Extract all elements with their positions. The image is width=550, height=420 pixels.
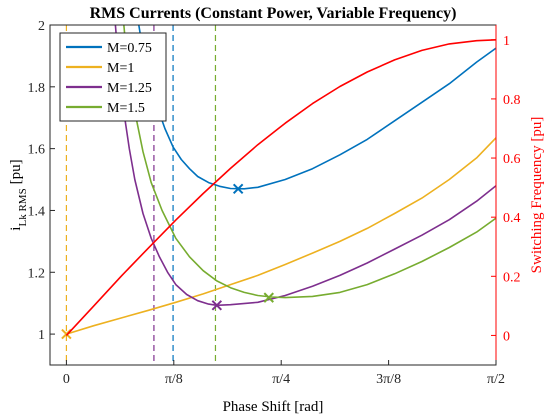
- min-marker-3: [263, 292, 274, 303]
- x-tick-label-2: π/4: [272, 372, 290, 387]
- left-y-label-sub: Lk RMS: [17, 188, 29, 226]
- x-tick-label-0: 0: [63, 372, 70, 387]
- legend-label-0: M=0.75: [107, 41, 152, 56]
- right-y-axis-label: Switching Frequency [pu]: [529, 117, 545, 274]
- series-line-M1_25: [114, 25, 496, 307]
- min-marker-stroke-b: [263, 292, 274, 303]
- legend: M=0.75 M=1 M=1.25 M=1.5: [59, 32, 167, 122]
- right-y-axis: 0 0.2 0.4 0.6 0.8 1: [491, 34, 521, 344]
- left-y-tick-label-1: 1.2: [28, 266, 46, 281]
- series-line-M1_5: [123, 25, 496, 299]
- left-y-tick-label-0: 1: [38, 328, 45, 343]
- series-line-M1: [66, 137, 496, 335]
- right-y-tick-label-0: 0: [503, 329, 510, 344]
- x-tick-label-3: 3π/8: [376, 372, 401, 387]
- plot-area: [61, 25, 496, 365]
- legend-label-3: M=1.5: [107, 101, 145, 116]
- chart-title: RMS Currents (Constant Power, Variable F…: [90, 5, 457, 22]
- right-y-tick-label-1: 0.2: [503, 270, 521, 285]
- x-axis: 0 π/8 π/4 3π/8 π/2: [63, 360, 505, 387]
- min-marker-0: [232, 183, 244, 195]
- legend-label-1: M=1: [107, 61, 134, 76]
- min-marker-stroke-b: [211, 300, 223, 311]
- legend-label-2: M=1.25: [107, 81, 152, 96]
- left-y-label-main: i: [8, 227, 24, 231]
- x-tick-label-4: π/2: [487, 372, 505, 387]
- right-y-tick-label-3: 0.6: [503, 152, 521, 167]
- left-y-tick-label-4: 1.8: [28, 81, 46, 96]
- left-y-tick-label-3: 1.6: [28, 143, 46, 158]
- series-line-M0_75: [137, 25, 496, 190]
- right-y-tick-label-5: 1: [503, 34, 510, 49]
- x-axis-label: Phase Shift [rad]: [223, 399, 324, 415]
- min-marker-stroke-b: [232, 183, 244, 195]
- right-y-tick-label-2: 0.4: [503, 211, 521, 226]
- min-marker-2: [211, 300, 223, 311]
- left-y-axis: 1 1.2 1.4 1.6 1.8 2: [28, 19, 55, 343]
- left-y-axis-label: iLk RMS [pu]: [8, 159, 29, 230]
- left-y-tick-label-5: 2: [38, 19, 45, 34]
- x-tick-label-1: π/8: [165, 372, 183, 387]
- left-y-tick-label-2: 1.4: [28, 204, 46, 219]
- series-line-switching-frequency: [65, 39, 496, 336]
- right-y-tick-label-4: 0.8: [503, 93, 521, 108]
- left-y-label-unit: [pu]: [8, 159, 24, 184]
